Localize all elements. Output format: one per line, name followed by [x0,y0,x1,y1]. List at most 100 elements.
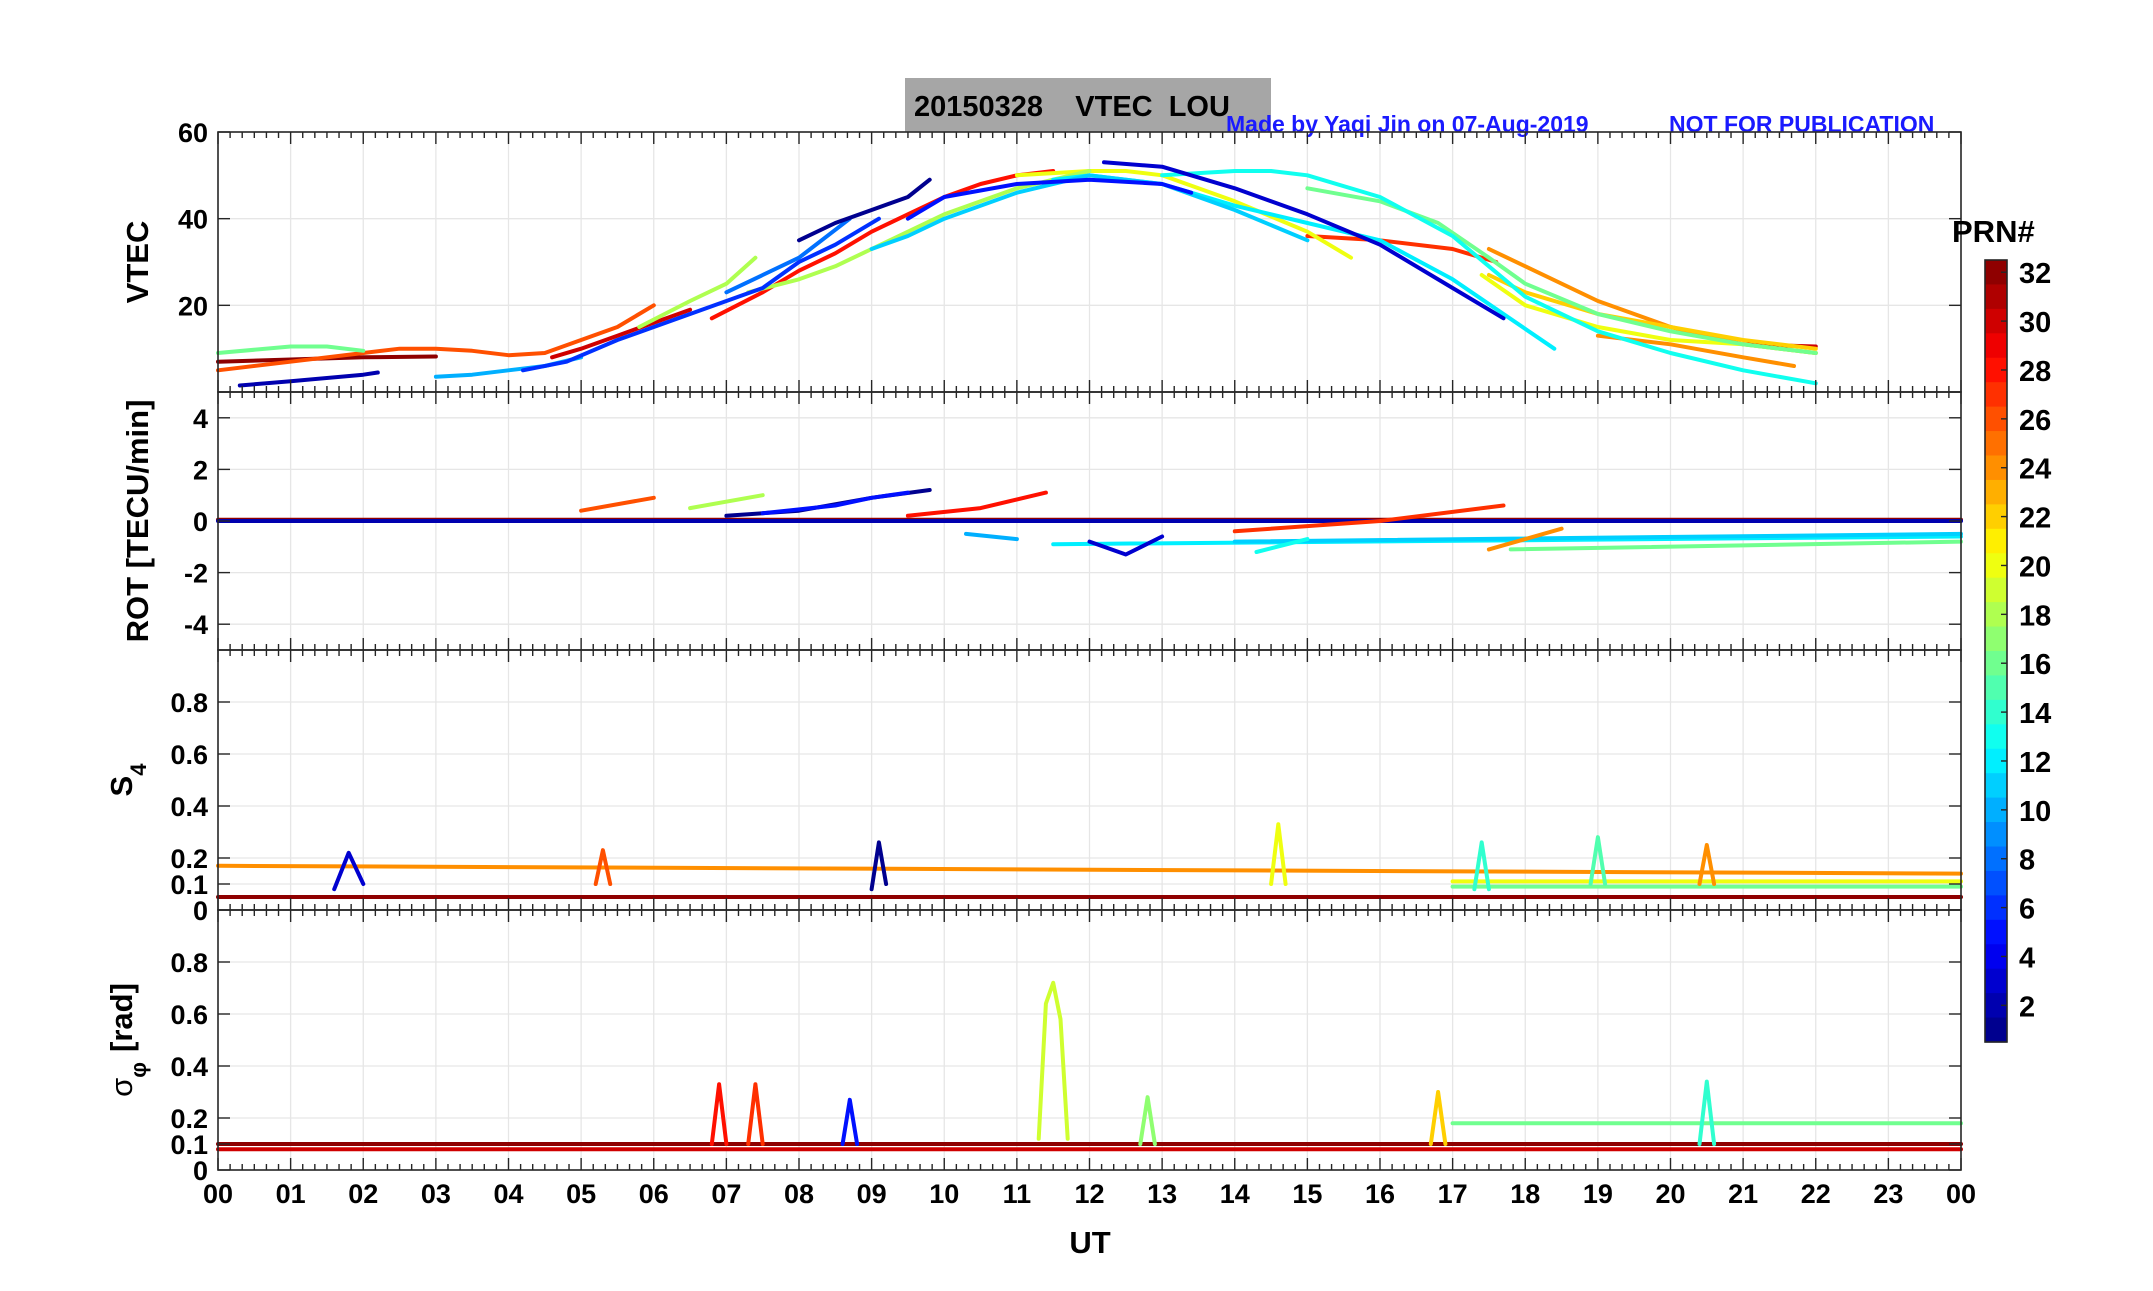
colorbar-swatch [1985,968,2007,994]
y-tick-label: 0.4 [170,1052,208,1082]
notice-text: NOT FOR PUBLICATION [1669,111,1934,137]
panel-vtec: 20 40 60 VTEC [120,118,1962,393]
colorbar-swatch [1985,357,2007,383]
series-prn-5 [905,177,1194,221]
y-tick-label: 0.4 [170,792,208,822]
colorbar-swatch [1985,528,2007,554]
colorbar-swatch [1985,870,2007,896]
series-prn-14 [1697,1079,1717,1146]
chart-title: 20150328 VTEC LOU [914,91,1230,123]
series-prn-24 [1697,843,1717,886]
series-prn-26 [216,303,656,373]
title-box [905,78,1271,132]
x-tick-label: 20 [1655,1179,1685,1209]
colorbar-swatch [1985,382,2007,408]
series-prn-1 [797,177,932,243]
x-tick-label: 22 [1801,1179,1831,1209]
y-axis-label-main: σ [104,1078,139,1097]
colorbar-tick-label: 10 [2019,796,2051,828]
x-tick-label: 17 [1438,1179,1468,1209]
x-tick-label: 03 [421,1179,451,1209]
series-prn-16 [1508,539,1963,552]
panel-sigphi: 00.10.2 0.4 0.6 0.8 σφ [rad] [104,909,1963,1186]
y-tick-label: 0 [193,507,208,537]
y-tick-label: 2 [193,455,208,485]
y-axis-label-sub: 4 [126,763,151,776]
y-tick-label: 0.8 [170,948,208,978]
series-prn-22 [1428,1090,1448,1146]
series-prn-18 [637,255,758,329]
x-tick-label: 23 [1873,1179,1903,1209]
colorbar-swatch [1985,724,2007,750]
colorbar-tick-label: 14 [2019,698,2051,730]
colorbar-swatch [1985,773,2007,799]
colorbar-swatch [1985,333,2007,359]
series-prn-26 [593,848,613,886]
colorbar-tick-label: 4 [2019,942,2035,974]
series-prn-6 [521,216,881,373]
y-axis-label: ROT [TECU/min] [120,400,155,643]
series-prn-17 [1138,1095,1157,1146]
x-tick-label: 10 [929,1179,959,1209]
y-tick-label: 20 [178,291,208,321]
colorbar-swatch [1985,504,2007,530]
colorbar-swatch [1985,993,2007,1019]
x-tick-label: 15 [1292,1179,1322,1209]
x-tick-label: 18 [1510,1179,1540,1209]
series-prn-11 [869,173,1310,251]
x-tick-label: 06 [639,1179,669,1209]
y-axis-label-unit: [rad] [104,983,139,1052]
colorbar-tick-label: 12 [2019,747,2051,779]
x-tick-label: 05 [566,1179,596,1209]
colorbar-swatch [1985,846,2007,872]
colorbar-swatch [1985,455,2007,481]
x-tick-label: 04 [493,1179,523,1209]
colorbar-swatch [1985,675,2007,701]
series-prn-5 [760,490,910,516]
series-prn-15 [1588,835,1608,886]
series-prn-24 [1595,333,1796,368]
series-prn-5 [840,1097,860,1146]
series-prn-2 [237,370,380,388]
colorbar-swatch [1985,651,2007,677]
colorbar-label: PRN# [1952,214,2035,249]
y-axis-label: σφ [rad] [104,983,151,1097]
y-tick-label: 4 [193,404,208,434]
series-prn-24 [1486,526,1564,552]
series-prn-30 [550,307,693,360]
colorbar-swatch [1985,797,2007,823]
panel-rot: -4 -2 0 2 4 ROT [TECU/min] [120,391,1963,651]
series-prn-3 [332,850,366,892]
colorbar-frame [1984,259,2008,1043]
colorbar-swatch [1985,1017,2007,1043]
y-axis-label: VTEC [120,221,155,304]
y-tick-label: 40 [178,205,208,235]
series-prn-14 [1472,840,1491,892]
x-tick-label: 21 [1728,1179,1758,1209]
colorbar-swatch [1985,602,2007,628]
colorbar-tick-label: 20 [2019,551,2051,583]
series-prn-24 [216,863,1963,876]
colorbar-swatch [1985,406,2007,432]
colorbar-swatch [1985,748,2007,774]
colorbar-swatch [1985,479,2007,505]
colorbar-swatch [1985,577,2007,603]
colorbar-swatch [1985,699,2007,725]
series-prn-10 [964,531,1019,542]
series-prn-13 [1254,537,1310,554]
x-tick-label: 09 [857,1179,887,1209]
series-prn-20 [1269,822,1288,886]
x-tick-label: 16 [1365,1179,1395,1209]
y-tick-label: 0.1 [170,870,208,900]
x-tick-label: 12 [1074,1179,1104,1209]
series-prn-13 [1160,169,1818,386]
colorbar-tick-label: 6 [2019,894,2035,926]
x-tick-label: 19 [1583,1179,1613,1209]
colorbar-tick-label: 28 [2019,356,2051,388]
panel-s4: 00.10.2 0.4 0.6 0.8 S4 [104,649,1963,926]
colorbar-swatch [1985,626,2007,652]
credit-text: Made by Yaqi Jin on 07-Aug-2019 [1226,111,1589,137]
y-tick-label: 0 [193,1156,208,1186]
series-prn-8 [724,216,852,295]
